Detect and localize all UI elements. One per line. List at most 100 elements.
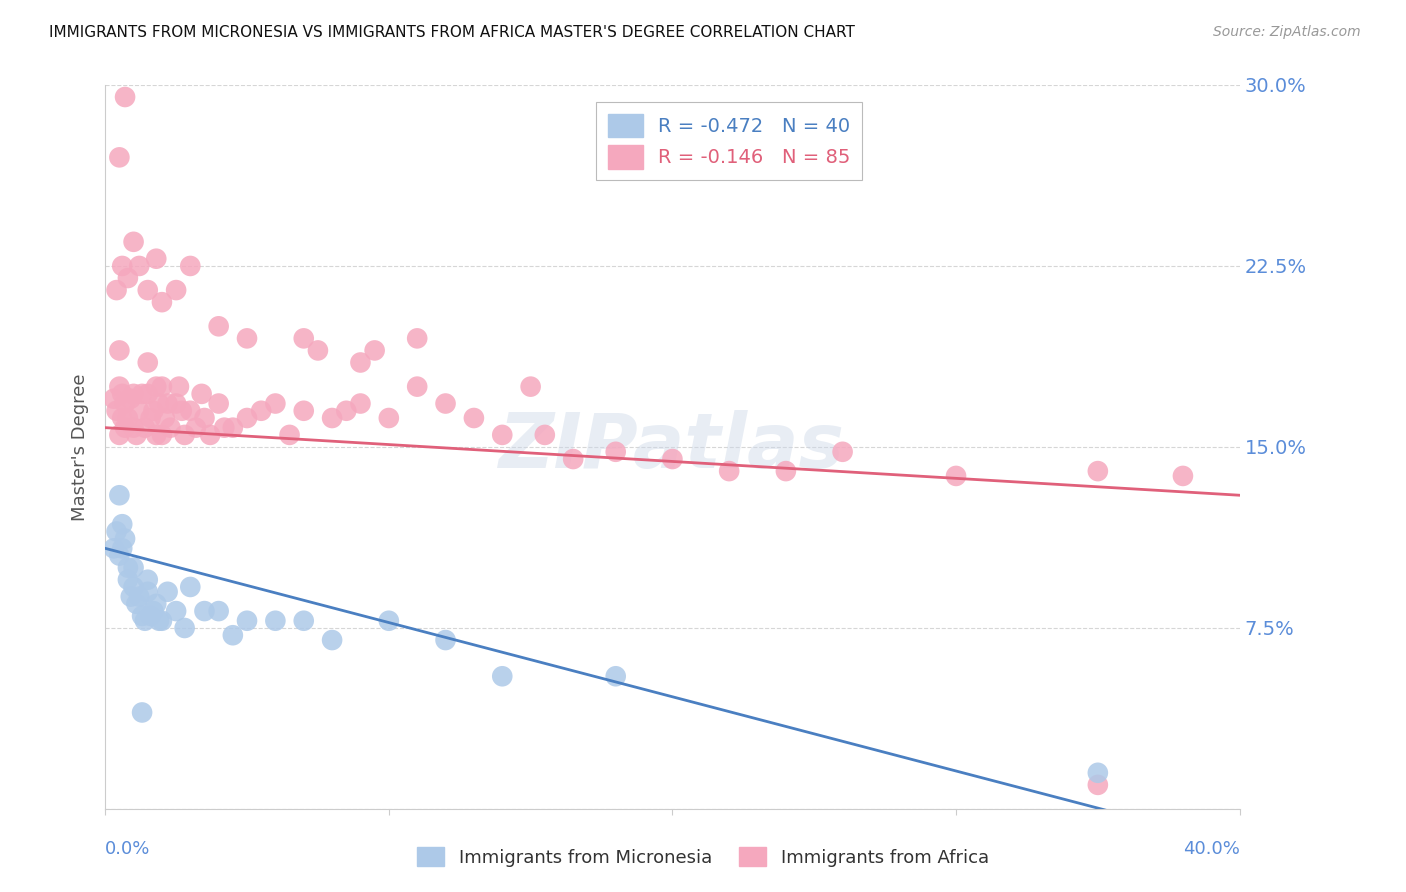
Legend: R = -0.472   N = 40, R = -0.146   N = 85: R = -0.472 N = 40, R = -0.146 N = 85 xyxy=(596,102,862,180)
Immigrants from Africa xyxy=(111,387,134,401)
Immigrants from Africa xyxy=(128,259,150,273)
Immigrants from Africa xyxy=(173,428,195,442)
Immigrants from Micronesia xyxy=(117,573,139,587)
Immigrants from Africa xyxy=(145,252,167,266)
Immigrants from Africa xyxy=(122,235,145,249)
Immigrants from Africa xyxy=(463,411,485,425)
Immigrants from Africa xyxy=(198,428,221,442)
Immigrants from Africa xyxy=(179,259,201,273)
Immigrants from Micronesia xyxy=(1087,765,1109,780)
Immigrants from Africa xyxy=(150,428,173,442)
Immigrants from Micronesia xyxy=(222,628,245,642)
Immigrants from Africa xyxy=(136,387,159,401)
Immigrants from Micronesia xyxy=(122,560,145,574)
Text: ZIPatlas: ZIPatlas xyxy=(499,410,845,484)
Immigrants from Africa xyxy=(120,392,142,406)
Immigrants from Africa xyxy=(335,404,357,418)
Immigrants from Africa xyxy=(145,428,167,442)
Immigrants from Africa xyxy=(145,379,167,393)
Immigrants from Micronesia xyxy=(134,614,156,628)
Immigrants from Africa xyxy=(136,283,159,297)
Immigrants from Micronesia xyxy=(108,549,131,563)
Immigrants from Micronesia xyxy=(208,604,231,618)
Immigrants from Micronesia xyxy=(114,532,136,546)
Immigrants from Micronesia xyxy=(105,524,128,539)
Immigrants from Micronesia xyxy=(136,584,159,599)
Immigrants from Africa xyxy=(114,420,136,434)
Immigrants from Africa xyxy=(1087,778,1109,792)
Immigrants from Africa xyxy=(292,331,315,345)
Immigrants from Africa xyxy=(250,404,273,418)
Immigrants from Africa xyxy=(278,428,301,442)
Immigrants from Africa xyxy=(179,404,201,418)
Immigrants from Africa xyxy=(222,420,245,434)
Immigrants from Africa xyxy=(148,396,170,410)
Immigrants from Africa xyxy=(661,452,683,467)
Immigrants from Africa xyxy=(111,411,134,425)
Immigrants from Africa xyxy=(236,331,259,345)
Immigrants from Africa xyxy=(363,343,385,358)
Immigrants from Micronesia xyxy=(117,560,139,574)
Immigrants from Micronesia xyxy=(264,614,287,628)
Immigrants from Africa xyxy=(105,404,128,418)
Immigrants from Micronesia xyxy=(236,614,259,628)
Immigrants from Micronesia xyxy=(150,614,173,628)
Immigrants from Micronesia xyxy=(378,614,401,628)
Immigrants from Africa xyxy=(605,445,627,459)
Immigrants from Micronesia xyxy=(131,706,153,720)
Immigrants from Africa xyxy=(114,396,136,410)
Text: IMMIGRANTS FROM MICRONESIA VS IMMIGRANTS FROM AFRICA MASTER'S DEGREE CORRELATION: IMMIGRANTS FROM MICRONESIA VS IMMIGRANTS… xyxy=(49,25,855,40)
Immigrants from Micronesia xyxy=(136,573,159,587)
Text: 0.0%: 0.0% xyxy=(105,840,150,858)
Immigrants from Micronesia xyxy=(156,584,179,599)
Immigrants from Micronesia xyxy=(321,633,343,648)
Immigrants from Africa xyxy=(214,420,236,434)
Immigrants from Africa xyxy=(108,343,131,358)
Immigrants from Africa xyxy=(307,343,329,358)
Immigrants from Africa xyxy=(108,150,131,164)
Immigrants from Africa xyxy=(134,420,156,434)
Text: Source: ZipAtlas.com: Source: ZipAtlas.com xyxy=(1213,25,1361,39)
Immigrants from Africa xyxy=(122,420,145,434)
Immigrants from Africa xyxy=(378,411,401,425)
Immigrants from Africa xyxy=(562,452,585,467)
Immigrants from Africa xyxy=(122,387,145,401)
Immigrants from Micronesia xyxy=(148,614,170,628)
Immigrants from Africa xyxy=(105,283,128,297)
Text: 40.0%: 40.0% xyxy=(1182,840,1240,858)
Immigrants from Africa xyxy=(349,355,371,369)
Immigrants from Africa xyxy=(1087,464,1109,478)
Immigrants from Africa xyxy=(142,404,165,418)
Immigrants from Micronesia xyxy=(193,604,215,618)
Immigrants from Africa xyxy=(159,420,181,434)
Immigrants from Africa xyxy=(156,396,179,410)
Immigrants from Africa xyxy=(167,379,190,393)
Immigrants from Africa xyxy=(1171,469,1194,483)
Immigrants from Africa xyxy=(533,428,555,442)
Immigrants from Africa xyxy=(125,428,148,442)
Immigrants from Africa xyxy=(117,271,139,285)
Immigrants from Africa xyxy=(491,428,513,442)
Immigrants from Africa xyxy=(108,379,131,393)
Immigrants from Micronesia xyxy=(111,517,134,532)
Immigrants from Africa xyxy=(150,379,173,393)
Immigrants from Africa xyxy=(193,411,215,425)
Immigrants from Micronesia xyxy=(120,590,142,604)
Y-axis label: Master's Degree: Master's Degree xyxy=(72,373,89,521)
Immigrants from Africa xyxy=(831,445,853,459)
Immigrants from Micronesia xyxy=(491,669,513,683)
Immigrants from Micronesia xyxy=(122,580,145,594)
Immigrants from Micronesia xyxy=(111,541,134,556)
Immigrants from Micronesia xyxy=(128,590,150,604)
Immigrants from Africa xyxy=(114,90,136,104)
Immigrants from Africa xyxy=(103,392,125,406)
Immigrants from Africa xyxy=(111,259,134,273)
Immigrants from Micronesia xyxy=(145,597,167,611)
Immigrants from Africa xyxy=(406,379,429,393)
Immigrants from Micronesia xyxy=(434,633,457,648)
Immigrants from Africa xyxy=(131,387,153,401)
Immigrants from Micronesia xyxy=(125,597,148,611)
Immigrants from Africa xyxy=(128,404,150,418)
Legend: Immigrants from Micronesia, Immigrants from Africa: Immigrants from Micronesia, Immigrants f… xyxy=(411,840,995,874)
Immigrants from Micronesia xyxy=(179,580,201,594)
